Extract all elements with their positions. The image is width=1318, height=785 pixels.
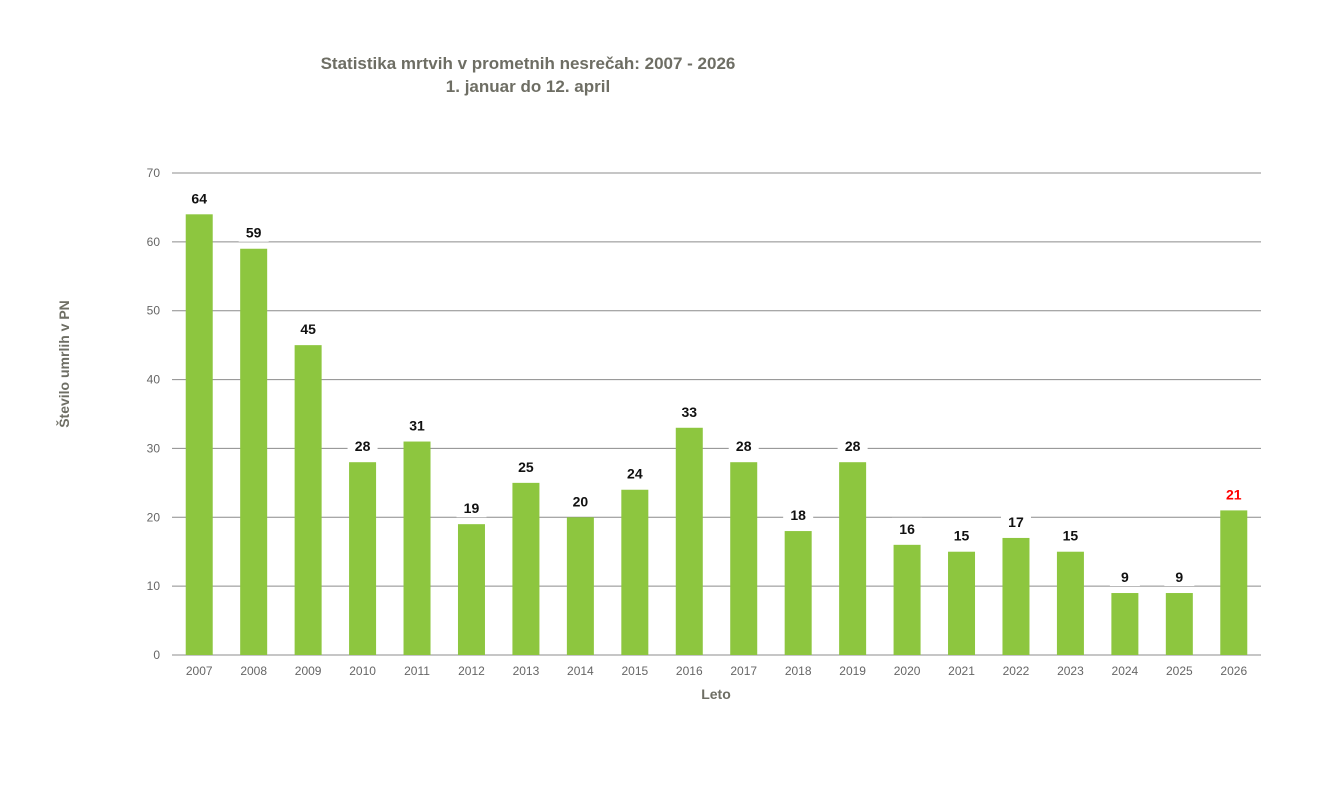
data-label: 15 [1063,528,1079,544]
bar [621,489,649,655]
data-label-background [892,517,923,538]
x-tick-label: 2013 [513,664,540,678]
data-label: 24 [627,466,643,482]
data-label-background [946,524,977,545]
chart-title: Statistika mrtvih v prometnih nesrečah: … [321,54,736,73]
y-tick-label: 70 [147,166,161,180]
y-tick-label: 50 [147,304,161,318]
y-tick-label: 40 [147,373,161,387]
x-tick-label: 2024 [1112,664,1139,678]
bar [730,462,758,655]
x-tick-label: 2026 [1220,664,1247,678]
data-label: 31 [409,418,425,434]
x-tick-label: 2014 [567,664,594,678]
data-label-background [619,462,650,483]
data-label: 45 [300,321,316,337]
y-tick-label: 30 [147,441,161,455]
data-label: 19 [464,500,480,516]
bar [240,248,268,655]
x-tick-label: 2007 [186,664,213,678]
data-label: 16 [899,521,915,537]
data-label-background [510,455,541,476]
y-tick-label: 20 [147,510,161,524]
y-tick-label: 10 [147,579,161,593]
data-label-background [1164,566,1195,587]
data-label: 59 [246,225,262,241]
data-label-background [1000,510,1031,531]
x-tick-label: 2017 [730,664,757,678]
data-label: 28 [355,438,371,454]
x-tick-label: 2008 [240,664,267,678]
data-label-background [238,221,269,242]
x-tick-label: 2025 [1166,664,1193,678]
bar [457,524,485,655]
data-label-background [783,504,814,525]
x-tick-label: 2018 [785,664,812,678]
chart-subtitle: 1. januar do 12. april [446,77,610,96]
x-tick-label: 2011 [404,664,430,678]
x-tick-label: 2009 [295,664,322,678]
data-label-background [674,400,705,421]
bar [1056,551,1084,655]
data-label-background [293,318,324,339]
data-label: 28 [845,438,861,454]
bar [839,462,867,655]
data-label: 33 [681,404,697,420]
data-label-background [837,435,868,456]
bar [1002,537,1030,655]
y-tick-label: 0 [153,648,160,662]
x-tick-label: 2019 [839,664,866,678]
x-axis-label: Leto [701,686,731,702]
data-label: 18 [790,507,806,523]
bar [349,462,377,655]
x-tick-label: 2020 [894,664,921,678]
bar [948,551,976,655]
x-tick-label: 2023 [1057,664,1084,678]
bar [185,214,213,656]
x-tick-label: 2016 [676,664,703,678]
bar [893,544,921,655]
data-label-background [184,187,215,208]
data-label: 9 [1175,569,1183,585]
x-tick-label: 2015 [621,664,648,678]
data-label-background [456,497,487,518]
bar [512,482,540,655]
bar [675,427,703,655]
data-label-background [1109,566,1140,587]
data-label: 20 [573,493,589,509]
data-label: 9 [1121,569,1129,585]
x-tick-label: 2010 [349,664,376,678]
bar [566,517,594,655]
bar [1111,593,1139,655]
data-label-background [1218,483,1249,504]
data-label: 17 [1008,514,1024,530]
data-label: 15 [954,528,970,544]
bar [294,345,322,655]
x-tick-label: 2022 [1003,664,1030,678]
y-tick-label: 60 [147,235,161,249]
data-label-background [565,490,596,511]
data-label-background [1055,524,1086,545]
bar [1165,593,1193,655]
data-label-background [347,435,378,456]
y-axis-label: Število umrlih v PN [55,300,72,428]
data-label: 64 [191,190,207,206]
bar [784,531,812,655]
bar [403,441,431,655]
data-label-background [402,414,433,435]
x-tick-label: 2012 [458,664,485,678]
data-label: 28 [736,438,752,454]
bar [1220,510,1248,655]
data-label: 25 [518,459,534,475]
x-tick-label: 2021 [948,664,975,678]
data-label-background [728,435,759,456]
data-label: 21 [1226,486,1242,502]
